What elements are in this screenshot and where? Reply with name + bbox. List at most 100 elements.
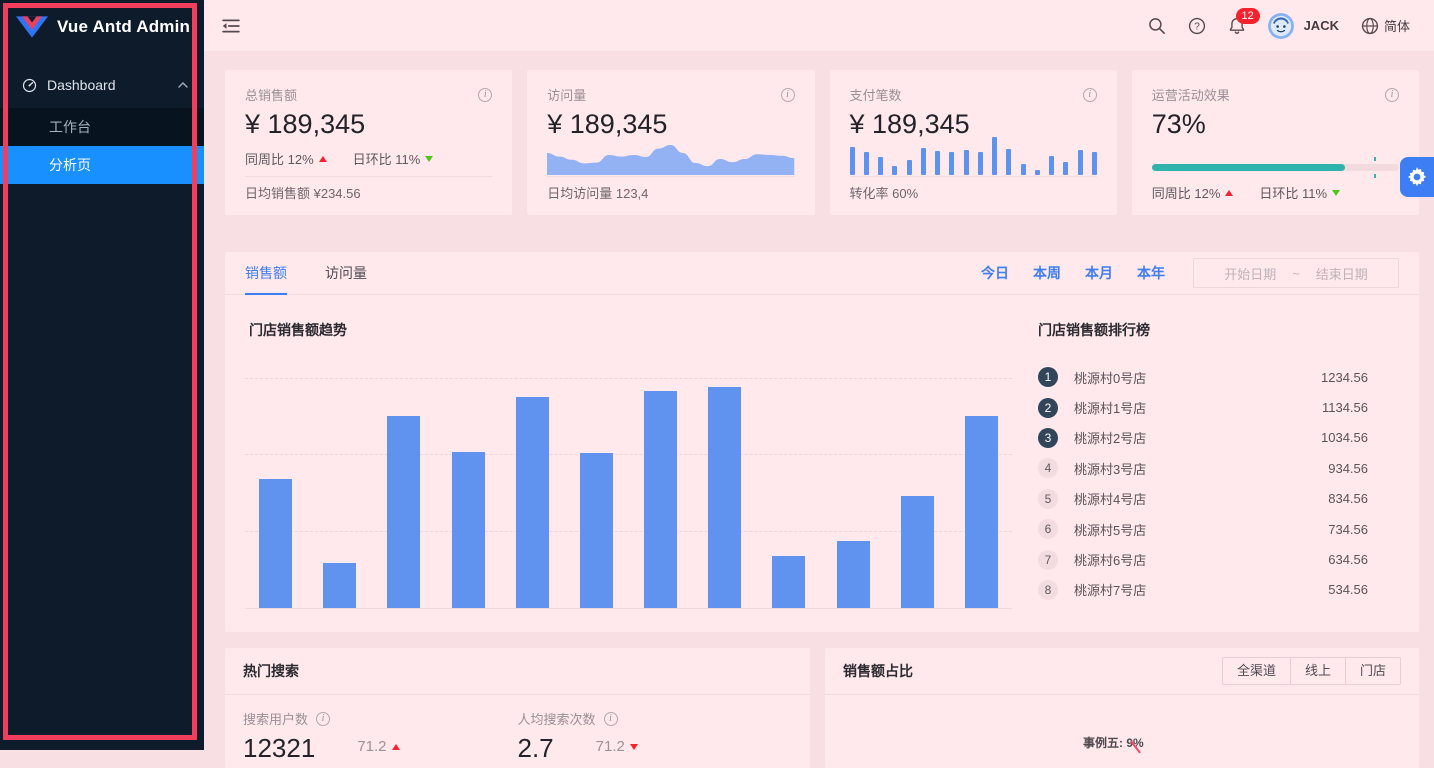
rank-badge: 6 <box>1038 519 1058 540</box>
channel-btn-0[interactable]: 全渠道 <box>1221 657 1291 685</box>
card-payments: 支付笔数 i ¥ 189,345 转化率 60% <box>829 70 1117 215</box>
mini-bar <box>920 147 926 175</box>
mini-bar <box>1077 150 1083 175</box>
date-start-placeholder: 开始日期 <box>1224 266 1277 282</box>
dashboard-icon <box>22 78 37 92</box>
help-icon[interactable]: ? <box>1188 17 1206 35</box>
progress-target-tick <box>1374 174 1377 178</box>
notification-badge: 12 <box>1235 7 1260 24</box>
main-content: 总销售额 i ¥ 189,345 同周比 12% 日环比 11% 日均销售额 ¥… <box>204 52 1434 768</box>
info-icon[interactable]: i <box>603 711 618 726</box>
info-icon[interactable]: i <box>316 711 331 726</box>
rank-name: 桃源村7号店 <box>1074 583 1147 599</box>
trend-row: 同周比 12% 日环比 11% <box>1152 183 1341 202</box>
hot-search-body: 搜索用户数 i 12321 71.2 人均搜索次数 i 2.7 71.2 <box>225 695 810 764</box>
date-range-picker[interactable]: 开始日期 ~ 结束日期 <box>1193 258 1399 288</box>
rank-value: 1134.56 <box>1321 400 1368 416</box>
sidebar-item-label: Dashboard <box>47 77 116 93</box>
tab-0[interactable]: 销售额 <box>245 252 287 295</box>
bottom-row: 热门搜索 搜索用户数 i 12321 71.2 人均搜索次数 i 2.7 71.2 销售额占比… <box>225 648 1419 768</box>
mini-bar <box>977 152 983 175</box>
pie-slice-label: 事例五: 9% <box>1083 736 1144 750</box>
card-value: ¥ 189,345 <box>547 109 668 139</box>
chart-baseline <box>245 608 1012 609</box>
locale-label: 简体 <box>1383 19 1410 34</box>
card-visits: 访问量 i ¥ 189,345 日均访问量 123,4 <box>527 70 815 215</box>
rank-badge: 3 <box>1038 427 1058 448</box>
rank-list: 1 桃源村0号店 1234.56 2 桃源村1号店 1134.56 3 桃源村2号店 1034.… <box>1038 362 1368 605</box>
avatar[interactable] <box>1267 12 1294 39</box>
language-switcher[interactable]: 简体 <box>1361 16 1410 35</box>
quick-range-3[interactable]: 本年 <box>1137 265 1165 281</box>
stat-cards-row: 总销售额 i ¥ 189,345 同周比 12% 日环比 11% 日均销售额 ¥… <box>225 70 1419 215</box>
rank-name: 桃源村0号店 <box>1074 370 1147 386</box>
rank-value: 634.56 <box>1328 552 1368 568</box>
info-icon[interactable]: i <box>780 87 795 102</box>
bar <box>836 540 870 608</box>
mini-bar <box>906 159 912 175</box>
rank-row: 1 桃源村0号店 1234.56 <box>1038 362 1368 392</box>
gear-icon <box>1407 167 1427 187</box>
notification-bell[interactable]: 12 <box>1228 7 1260 35</box>
panel-controls: 今日 本周 本月 本年 开始日期 ~ 结束日期 <box>981 258 1399 288</box>
user-name[interactable]: JACK <box>1303 18 1339 33</box>
sales-panel: 销售额 访问量 今日 本周 本月 本年 开始日期 ~ 结束日期 门店销售额趋势 门店销售… <box>225 252 1419 632</box>
channel-btn-2[interactable]: 门店 <box>1345 657 1401 685</box>
panel-body: 门店销售额趋势 门店销售额排行榜 1 桃源村0号店 1234.56 2 桃源村1号店 11… <box>225 295 1419 609</box>
mini-bar <box>849 146 855 175</box>
rank-name: 桃源村2号店 <box>1074 431 1147 447</box>
header-actions: ? 12 JACK 简体 <box>1148 7 1410 39</box>
progress-fill <box>1151 164 1345 171</box>
card-title: 访问量 <box>547 88 587 103</box>
rank-title: 门店销售额排行榜 <box>1038 322 1150 338</box>
vue-logo-icon <box>16 16 48 38</box>
panel-tabbar: 销售额 访问量 今日 本周 本月 本年 开始日期 ~ 结束日期 <box>225 252 1419 295</box>
mini-bar <box>992 137 997 175</box>
quick-range-2[interactable]: 本月 <box>1085 265 1113 281</box>
chart-title: 门店销售额趋势 <box>249 322 347 338</box>
rank-row: 3 桃源村2号店 1034.56 <box>1038 423 1368 453</box>
channel-btn-1[interactable]: 线上 <box>1290 657 1346 685</box>
tab-1[interactable]: 访问量 <box>325 265 367 281</box>
hot-stat-secondary-value: 71.2 <box>357 738 387 755</box>
app-logo[interactable]: Vue Antd Admin <box>0 0 204 54</box>
rank-row: 2 桃源村1号店 1134.56 <box>1038 392 1368 422</box>
chevron-up-icon <box>178 82 188 88</box>
svg-text:?: ? <box>1194 21 1200 32</box>
hot-stat-secondary: 71.2 <box>596 738 638 755</box>
channel-group: 全渠道 线上 门店 <box>1221 657 1401 685</box>
sales-share-header: 销售额占比 全渠道 线上 门店 <box>825 648 1419 695</box>
search-icon[interactable] <box>1148 17 1166 35</box>
rank-name: 桃源村6号店 <box>1074 553 1147 569</box>
card-title: 热门搜索 <box>243 663 299 679</box>
bar <box>900 495 934 608</box>
card-value: ¥ 189,345 <box>245 109 366 139</box>
rank-badge: 4 <box>1038 458 1058 479</box>
mini-bar <box>1049 156 1054 175</box>
info-icon[interactable]: i <box>1385 87 1399 102</box>
quick-range-0[interactable]: 今日 <box>981 265 1009 281</box>
app-title: Vue Antd Admin <box>57 17 191 36</box>
rank-badge: 5 <box>1038 488 1058 509</box>
quick-range-1[interactable]: 本周 <box>1033 265 1061 281</box>
bar <box>323 562 357 608</box>
store-sales-chart <box>245 366 1012 609</box>
hot-stat-label-text: 人均搜索次数 <box>517 712 596 727</box>
activity-progress-bar <box>1151 157 1399 178</box>
sidebar-item-dashboard[interactable]: Dashboard <box>0 62 204 108</box>
card-title: 支付笔数 <box>849 88 902 103</box>
top-header: ? 12 JACK 简体 <box>204 0 1434 52</box>
card-value: 73% <box>1151 109 1206 139</box>
sidebar-subitem-0[interactable]: 工作台 <box>49 119 91 135</box>
sidebar-subitem-1[interactable]: 分析页 <box>0 146 204 184</box>
menu-fold-icon[interactable] <box>222 17 240 35</box>
info-icon[interactable]: i <box>1082 87 1097 102</box>
info-icon[interactable]: i <box>478 87 493 102</box>
trend-row: 同周比 12% 日环比 11% <box>245 149 434 168</box>
mini-bar <box>963 150 969 175</box>
hot-stat-0: 搜索用户数 i 12321 71.2 <box>243 709 518 764</box>
settings-button[interactable] <box>1400 157 1434 197</box>
ranking-section: 门店销售额排行榜 1 桃源村0号店 1234.56 2 桃源村1号店 1134.56 3 桃源… <box>1038 311 1368 609</box>
trend-down-icon <box>425 155 434 162</box>
rank-name: 桃源村4号店 <box>1074 492 1147 508</box>
